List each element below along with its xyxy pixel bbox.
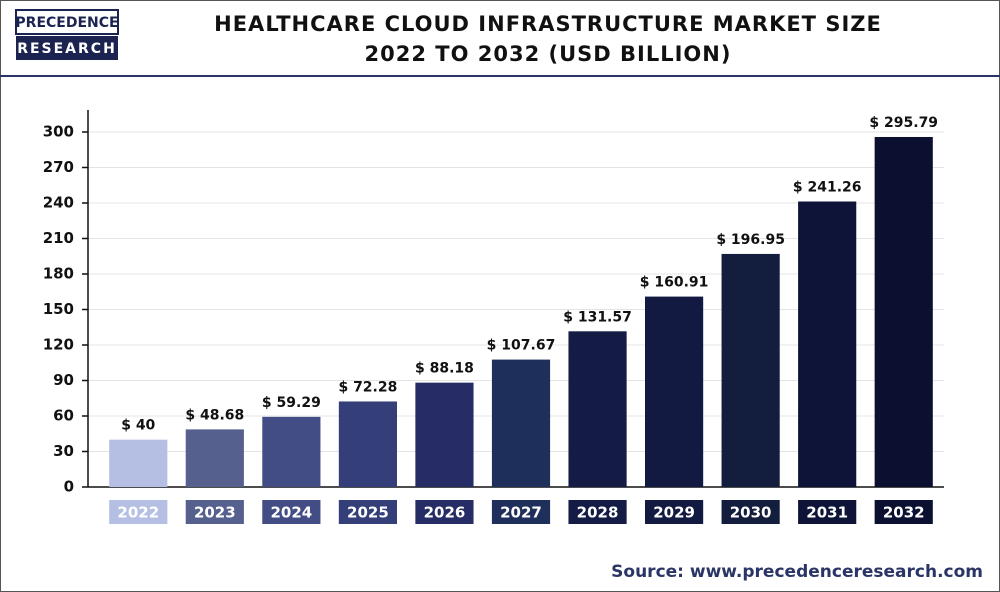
category-box — [645, 500, 704, 524]
value-label: $ 241.26 — [793, 180, 862, 196]
y-tick-label: 150 — [43, 300, 74, 318]
y-tick-label: 90 — [53, 371, 74, 389]
logo-text: RESEARCH — [17, 41, 117, 57]
bar — [185, 429, 244, 487]
x-tick-label: 2023 — [194, 504, 236, 522]
logo-box — [15, 9, 119, 35]
bar — [338, 401, 397, 487]
y-tick-label: 240 — [43, 194, 74, 212]
value-label: $ 196.95 — [716, 232, 785, 248]
x-tick-label: 2029 — [653, 504, 695, 522]
logo-box — [16, 36, 118, 60]
y-tick-label: 180 — [43, 265, 74, 283]
source: Source: www.precedenceresearch.com — [611, 562, 983, 582]
bar — [491, 359, 551, 487]
y-tick-label: 120 — [43, 336, 74, 354]
x-tick-label: 2022 — [117, 504, 159, 522]
bar — [109, 439, 168, 487]
value-label: $ 88.18 — [415, 361, 474, 377]
x-tick-label: 2025 — [347, 504, 389, 522]
x-tick-label: 2027 — [500, 504, 542, 522]
y-tick-label: 270 — [43, 158, 74, 176]
category-box — [185, 500, 244, 524]
value-label: $ 131.57 — [563, 309, 632, 325]
bar — [798, 201, 857, 487]
bar — [262, 416, 321, 487]
category-box — [262, 500, 321, 524]
x-tick-label: 2031 — [806, 504, 848, 522]
y-tick-label: 300 — [43, 123, 74, 141]
category-box — [491, 500, 551, 524]
logo-text: PRECEDENCE — [15, 15, 118, 31]
x-tick-label: 2026 — [424, 504, 466, 522]
value-label: $ 72.28 — [338, 379, 397, 395]
category-box — [338, 500, 397, 524]
bar — [568, 331, 627, 487]
bar — [721, 253, 780, 487]
bar — [874, 136, 933, 488]
category-box — [568, 500, 627, 524]
category-box — [415, 500, 474, 524]
category-box — [109, 500, 168, 524]
value-label: $ 160.91 — [640, 275, 709, 291]
value-label: $ 40 — [121, 418, 155, 434]
chart-subtitle: 2022 TO 2032 (USD BILLION) — [365, 42, 732, 66]
y-tick-label: 30 — [53, 442, 74, 460]
chart-title: HEALTHCARE CLOUD INFRASTRUCTURE MARKET S… — [214, 12, 882, 36]
category-box — [798, 500, 857, 524]
category-box — [874, 500, 933, 524]
value-label: $ 59.29 — [262, 395, 321, 411]
value-label: $ 295.79 — [869, 115, 938, 131]
x-tick-label: 2024 — [270, 504, 312, 522]
x-tick-label: 2028 — [577, 504, 619, 522]
x-tick-label: 2030 — [730, 504, 772, 522]
bar — [645, 296, 704, 487]
value-label: $ 107.67 — [487, 338, 556, 354]
y-tick-label: 210 — [43, 229, 74, 247]
y-tick-label: 60 — [53, 407, 74, 425]
bar — [415, 382, 474, 487]
x-tick-label: 2032 — [883, 504, 925, 522]
y-tick-label: 0 — [64, 478, 74, 496]
category-box — [721, 500, 780, 524]
value-label: $ 48.68 — [185, 407, 244, 423]
